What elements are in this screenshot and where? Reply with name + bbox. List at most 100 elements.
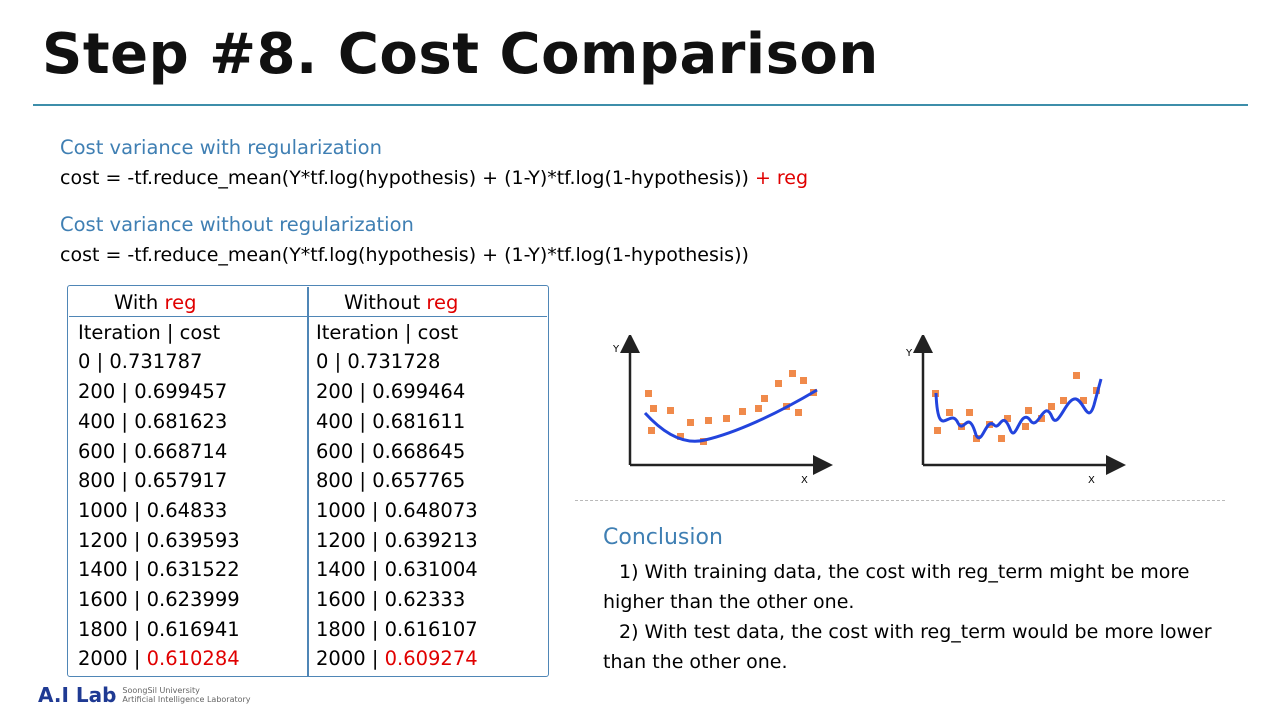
table-row: 800 | 0.657917 bbox=[78, 466, 240, 496]
table-row: 1200 | 0.639213 bbox=[316, 526, 478, 556]
row-separator: | bbox=[115, 409, 135, 433]
cost-value: 0.631522 bbox=[146, 558, 240, 582]
row-separator: | bbox=[365, 588, 385, 612]
row-separator: | bbox=[127, 528, 147, 552]
x-axis-label: X bbox=[801, 475, 808, 486]
cost-value: 0.64833 bbox=[146, 498, 228, 522]
cost-value: 0.699457 bbox=[134, 380, 228, 404]
iteration-value: 1400 bbox=[78, 558, 128, 582]
iteration-value: 400 bbox=[316, 409, 354, 433]
table-header-underline bbox=[69, 316, 547, 318]
with-reg-subheader: Iteration | cost bbox=[78, 320, 221, 344]
cost-value: 0.610284 bbox=[146, 647, 240, 671]
fit-curve bbox=[934, 378, 1103, 440]
table-row: 2000 | 0.610284 bbox=[78, 644, 240, 674]
x-axis-label: X bbox=[1088, 475, 1095, 486]
table-row: 600 | 0.668645 bbox=[316, 437, 478, 467]
cost-value: 0.639213 bbox=[384, 528, 478, 552]
row-separator: | bbox=[353, 380, 373, 404]
overfit-illustration: Y X bbox=[905, 335, 1126, 486]
without-reg-subheader: Iteration | cost bbox=[316, 320, 459, 344]
cost-value: 0.681611 bbox=[372, 409, 466, 433]
cost-value: 0.616107 bbox=[384, 617, 478, 641]
row-separator: | bbox=[90, 350, 110, 374]
row-separator: | bbox=[353, 439, 373, 463]
row-separator: | bbox=[353, 469, 373, 493]
cost-value: 0.616941 bbox=[146, 617, 240, 641]
lab-logo: A.I Lab SoongSil University Artificial I… bbox=[38, 683, 251, 707]
row-separator: | bbox=[365, 498, 385, 522]
iteration-value: 800 bbox=[316, 469, 354, 493]
table-row: 1000 | 0.648073 bbox=[316, 496, 478, 526]
cost-value: 0.731787 bbox=[109, 350, 203, 374]
iteration-value: 0 bbox=[78, 350, 91, 374]
cost-value: 0.668645 bbox=[372, 439, 466, 463]
iteration-value: 400 bbox=[78, 409, 116, 433]
row-separator: | bbox=[115, 380, 135, 404]
with-reg-section: Cost variance with regularization cost =… bbox=[60, 133, 808, 193]
y-axis-label: Y bbox=[612, 344, 620, 355]
row-separator: | bbox=[353, 409, 373, 433]
cost-value: 0.657917 bbox=[134, 469, 228, 493]
iteration-value: 1000 bbox=[78, 498, 128, 522]
fit-curve bbox=[643, 388, 818, 443]
row-separator: | bbox=[127, 588, 147, 612]
table-row: 400 | 0.681623 bbox=[78, 407, 240, 437]
table-row: 0 | 0.731728 bbox=[316, 347, 478, 377]
conclusion-point-1: 1) With training data, the cost with reg… bbox=[603, 561, 1190, 613]
regularized-fit-illustration: Y X bbox=[612, 335, 833, 486]
conclusion-body: 1) With training data, the cost with reg… bbox=[603, 557, 1243, 677]
conclusion-heading: Conclusion bbox=[603, 525, 723, 550]
table-row: 0 | 0.731787 bbox=[78, 347, 240, 377]
iteration-value: 0 bbox=[316, 350, 329, 374]
table-row: 200 | 0.699464 bbox=[316, 377, 478, 407]
cost-value: 0.731728 bbox=[347, 350, 441, 374]
cost-value: 0.699464 bbox=[372, 380, 466, 404]
row-separator: | bbox=[127, 617, 147, 641]
with-reg-column-header: With reg bbox=[114, 291, 197, 314]
row-separator: | bbox=[365, 647, 385, 671]
table-row: 2000 | 0.609274 bbox=[316, 644, 478, 674]
cost-value: 0.648073 bbox=[384, 498, 478, 522]
without-reg-rows: 0 | 0.731728 200 | 0.699464 400 | 0.681611… bbox=[316, 347, 478, 674]
table-row: 1200 | 0.639593 bbox=[78, 526, 240, 556]
iteration-value: 600 bbox=[316, 439, 354, 463]
reg-term-label: + reg bbox=[748, 167, 809, 189]
with-reg-rows: 0 | 0.731787 200 | 0.699457 400 | 0.681623… bbox=[78, 347, 240, 674]
table-row: 1000 | 0.64833 bbox=[78, 496, 240, 526]
iteration-value: 1000 bbox=[316, 498, 366, 522]
iteration-value: 1800 bbox=[78, 617, 128, 641]
with-reg-formula-line: cost = -tf.reduce_mean(Y*tf.log(hypothes… bbox=[60, 163, 808, 193]
y-axis-label: Y bbox=[905, 348, 913, 359]
iteration-value: 1600 bbox=[316, 588, 366, 612]
cost-value: 0.639593 bbox=[146, 528, 240, 552]
table-row: 400 | 0.681611 bbox=[316, 407, 478, 437]
without-reg-column: Without reg Iteration | cost 0 | 0.73172… bbox=[316, 288, 478, 674]
conclusion-point-2: 2) With test data, the cost with reg_ter… bbox=[603, 621, 1212, 673]
table-row: 200 | 0.699457 bbox=[78, 377, 240, 407]
with-reg-heading: Cost variance with regularization bbox=[60, 136, 382, 159]
logo-text: A.I Lab bbox=[38, 683, 117, 707]
cost-value: 0.631004 bbox=[384, 558, 478, 582]
iteration-value: 2000 bbox=[78, 647, 128, 671]
page-title: Step #8. Cost Comparison bbox=[42, 22, 879, 87]
iteration-value: 1800 bbox=[316, 617, 366, 641]
row-separator: | bbox=[127, 647, 147, 671]
without-reg-section: Cost variance without regularization cos… bbox=[60, 210, 749, 270]
iteration-value: 600 bbox=[78, 439, 116, 463]
iteration-value: 1200 bbox=[78, 528, 128, 552]
with-reg-column: With reg Iteration | cost 0 | 0.731787 20… bbox=[78, 288, 240, 674]
conclusion-divider bbox=[575, 500, 1225, 501]
logo-subtitle: SoongSil University Artificial Intellige… bbox=[122, 686, 251, 704]
table-row: 1600 | 0.62333 bbox=[316, 585, 478, 615]
data-points bbox=[645, 370, 817, 445]
table-row: 1800 | 0.616107 bbox=[316, 615, 478, 645]
without-reg-heading: Cost variance without regularization bbox=[60, 213, 414, 236]
row-separator: | bbox=[127, 498, 147, 522]
with-reg-formula: cost = -tf.reduce_mean(Y*tf.log(hypothes… bbox=[60, 167, 749, 189]
iteration-value: 1400 bbox=[316, 558, 366, 582]
row-separator: | bbox=[115, 439, 135, 463]
without-reg-column-header: Without reg bbox=[344, 291, 459, 314]
without-reg-formula: cost = -tf.reduce_mean(Y*tf.log(hypothes… bbox=[60, 244, 749, 266]
table-row: 1400 | 0.631004 bbox=[316, 555, 478, 585]
